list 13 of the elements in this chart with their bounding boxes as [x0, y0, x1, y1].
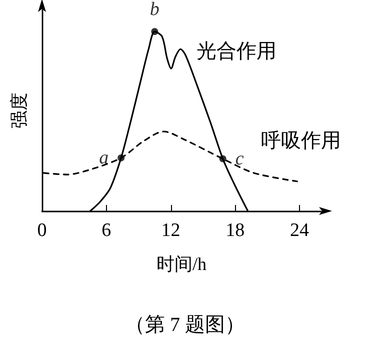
annotation: a [99, 147, 109, 168]
x-tick-label: 18 [226, 220, 245, 241]
y-axis-title: 强度 [9, 92, 29, 128]
x-tick-label: 0 [37, 220, 47, 241]
series-label: 呼吸作用 [260, 130, 341, 152]
annotation: c [235, 148, 244, 170]
x-tick-label: 6 [102, 220, 112, 241]
series-label: 光合作用 [196, 40, 277, 63]
annotation: b [150, 0, 160, 20]
x-axis-title: 时间/h [156, 254, 207, 274]
x-tick-label: 24 [290, 220, 310, 241]
x-tick-label: 12 [161, 220, 180, 241]
text: （第 7 题图） [125, 314, 245, 336]
